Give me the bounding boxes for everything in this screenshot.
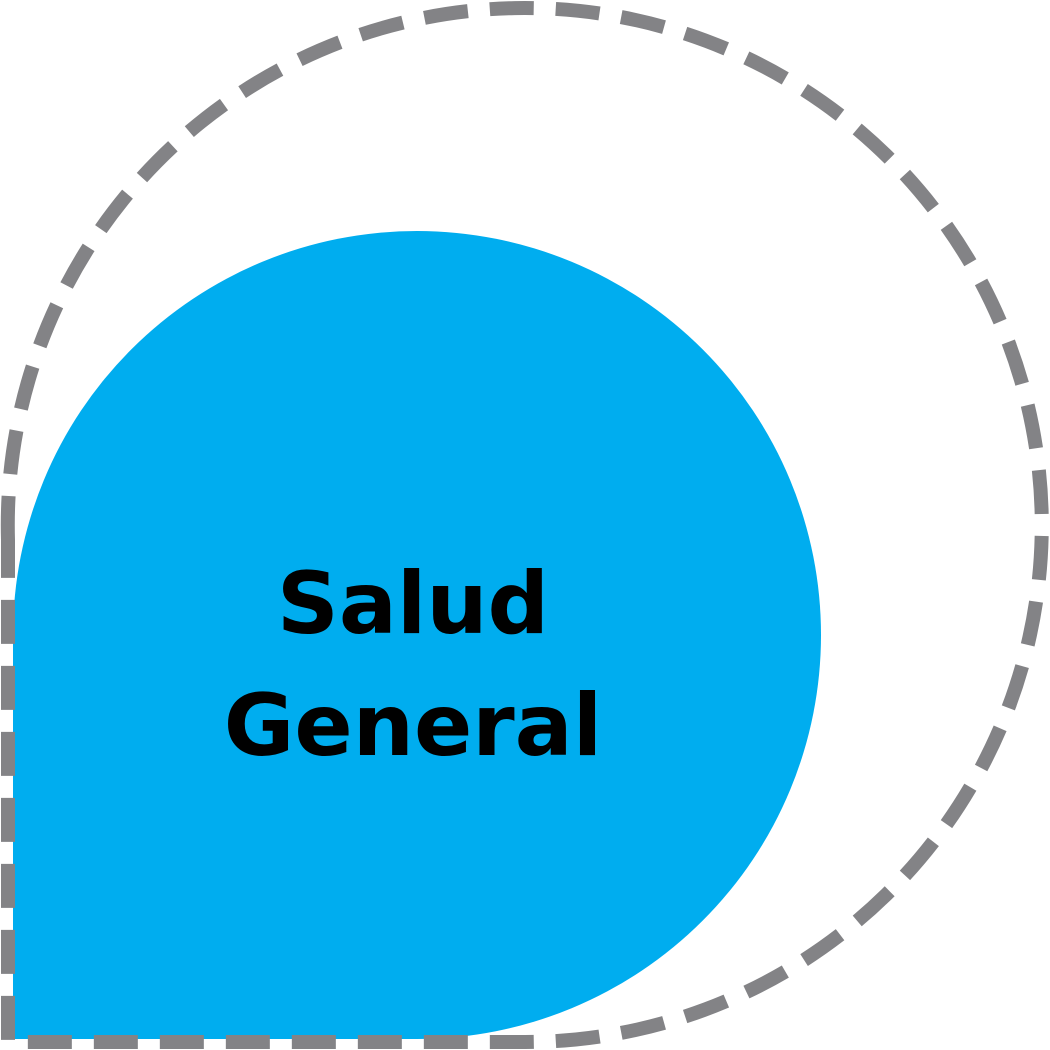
label-line-2: General <box>224 676 602 776</box>
label-line-1: Salud <box>277 554 549 654</box>
salud-general-shape <box>13 231 821 1039</box>
